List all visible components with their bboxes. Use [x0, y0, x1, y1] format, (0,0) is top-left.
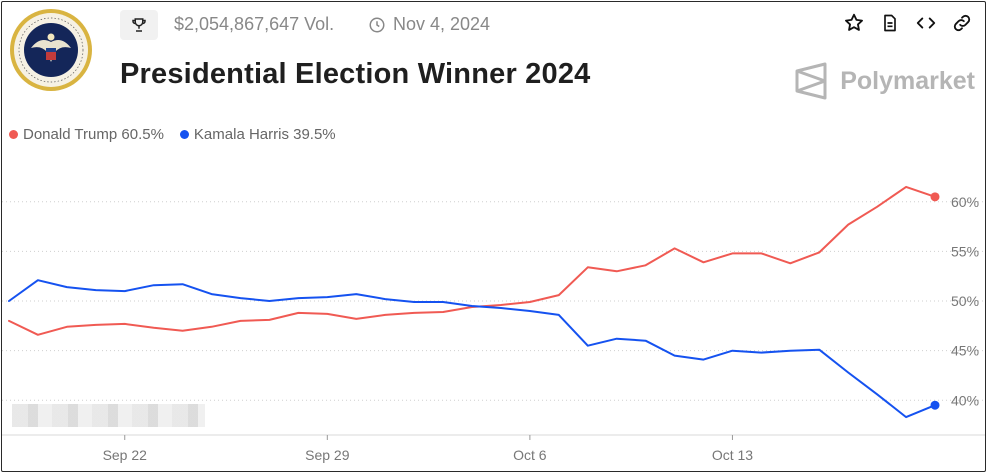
document-button[interactable]	[879, 12, 901, 34]
legend-dot-trump	[9, 130, 18, 139]
series-line-kamala-harris	[8, 279, 936, 419]
star-icon	[845, 13, 863, 31]
x-tick-label: Sep 22	[103, 447, 148, 463]
legend-item-trump: Donald Trump 60.5%	[9, 126, 164, 143]
page-title: Presidential Election Winner 2024	[120, 58, 591, 90]
presidential-seal-icon	[10, 9, 92, 91]
redacted-text	[12, 404, 205, 427]
end-point-kamala-harris	[930, 400, 940, 410]
y-tick-label: 55%	[951, 243, 979, 259]
star-button[interactable]	[843, 12, 865, 34]
y-tick-label: 40%	[951, 392, 979, 408]
brand-logo: Polymarket	[794, 62, 975, 100]
x-tick-label: Oct 13	[712, 447, 753, 463]
action-bar	[843, 12, 973, 34]
code-icon	[916, 17, 936, 29]
document-icon	[884, 14, 896, 32]
end-point-donald-trump	[930, 192, 940, 202]
chart-legend: Donald Trump 60.5% Kamala Harris 39.5%	[9, 126, 336, 143]
legend-dot-harris	[179, 130, 189, 139]
embed-button[interactable]	[915, 12, 937, 34]
x-tick-label: Oct 6	[513, 447, 547, 463]
polymarket-logo-icon	[795, 62, 827, 100]
legend-label-trump: Donald Trump 60.5%	[23, 126, 164, 143]
volume-label: $2,054,867,647 Vol.	[174, 14, 335, 34]
y-tick-label: 45%	[951, 343, 979, 359]
link-icon	[953, 14, 971, 32]
legend-label-harris: Kamala Harris 39.5%	[193, 126, 336, 143]
date-info: Nov 4, 2024	[368, 14, 490, 35]
link-button[interactable]	[951, 12, 973, 34]
y-tick-label: 60%	[951, 194, 979, 210]
legend-item-harris: Kamala Harris 39.5%	[179, 126, 336, 143]
trophy-button[interactable]	[120, 10, 158, 40]
end-date: Nov 4, 2024	[393, 14, 491, 34]
clock-icon	[369, 17, 385, 32]
y-tick-label: 50%	[951, 293, 979, 309]
brand-name: Polymarket	[840, 66, 975, 95]
trophy-icon	[132, 18, 146, 32]
series-line-donald-trump	[8, 185, 936, 336]
x-tick-label: Sep 29	[305, 447, 350, 463]
